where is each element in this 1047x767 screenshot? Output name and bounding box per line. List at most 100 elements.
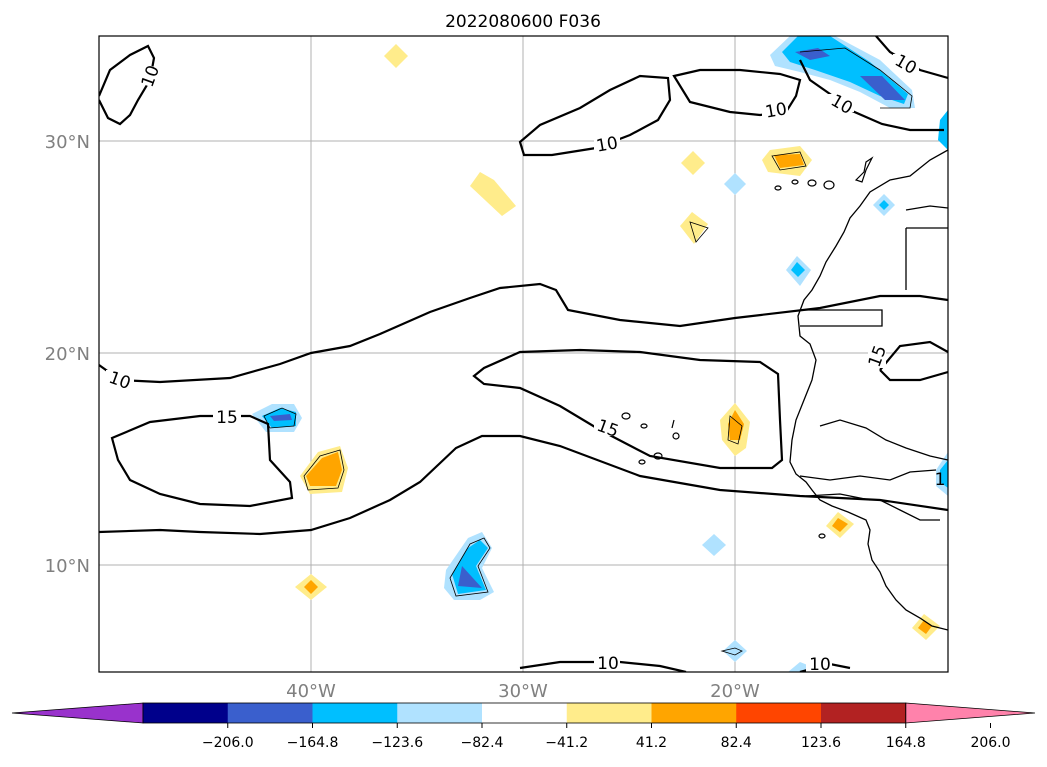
colorbar-swatch	[227, 703, 313, 723]
lat-label: 30°N	[45, 132, 90, 153]
contour-10-north-2	[672, 68, 802, 117]
positive-anomaly-6-core	[306, 452, 342, 486]
negative-anomaly-7	[702, 534, 726, 556]
cabo-verde-1	[621, 412, 631, 420]
colorbar-swatch	[566, 703, 652, 723]
border-1	[800, 309, 883, 327]
outline-2	[303, 449, 345, 491]
canary-island-4	[774, 185, 782, 191]
contour-label: 1	[935, 470, 946, 490]
border-7	[905, 205, 948, 211]
cabo-verde-3	[672, 432, 680, 440]
negative-anomaly-ne-max	[795, 48, 830, 60]
canary-island-2	[807, 179, 817, 187]
negative-anomaly-5-max	[270, 414, 292, 421]
map-content	[99, 36, 948, 672]
negative-anomaly-2	[724, 173, 746, 195]
canary-island-5	[854, 156, 874, 183]
negative-anomaly-ne-max2	[860, 76, 905, 100]
colorbar-swatch	[397, 703, 483, 723]
outline-8	[720, 647, 743, 656]
border-4	[819, 419, 948, 461]
negative-anomaly-8	[723, 640, 747, 662]
contour-15-east	[879, 340, 948, 371]
colorbar-swatch	[482, 703, 568, 723]
contour-label: 10	[809, 655, 831, 675]
coastlines	[789, 149, 948, 631]
contour-label: 10	[595, 133, 620, 156]
negative-anomaly-3-core	[879, 200, 889, 210]
positive-anomaly-3	[470, 172, 516, 216]
contour-15-west	[110, 414, 294, 508]
axis-labels: 40°W 30°W 20°W 30°N 20°N 10°N	[45, 132, 760, 702]
colorbar-tick-label: 82.4	[721, 735, 752, 751]
colorbar-tick-label: −82.4	[461, 735, 504, 751]
colorbar-swatch	[143, 703, 229, 723]
lon-label: 40°W	[286, 681, 336, 702]
canary-island-3	[791, 179, 799, 185]
contour-label: 10	[764, 99, 789, 122]
canary-island-1	[823, 180, 835, 190]
negative-anomaly-6-max	[458, 566, 482, 588]
negative-anomaly-10-core	[940, 460, 948, 488]
contour-label: 10	[597, 654, 619, 674]
contour-15-east-2	[879, 369, 948, 382]
positive-anomaly-5-core	[774, 154, 804, 168]
colorbar-tick-label: 164.8	[886, 735, 926, 751]
colorbar-swatch	[736, 703, 822, 723]
colorbar-outline	[142, 702, 907, 724]
map-frame	[98, 35, 949, 673]
negative-anomaly-4-core	[791, 262, 805, 277]
lat-label: 20°N	[45, 344, 90, 365]
colorbar-tick-label: 206.0	[970, 735, 1010, 751]
contour-label: 15	[216, 408, 238, 428]
colorbar-tick-label: −206.0	[202, 735, 254, 751]
gridlines	[99, 36, 948, 672]
contour-15-central	[472, 348, 784, 470]
lon-label: 30°W	[498, 681, 548, 702]
cabo-verde-6	[671, 419, 675, 429]
contour-10-south	[99, 434, 948, 536]
positive-anomaly-4	[680, 212, 708, 244]
outline-4	[727, 415, 743, 445]
border-5	[799, 469, 937, 481]
anomaly-outlines	[263, 47, 913, 656]
positive-anomaly-2	[681, 151, 705, 175]
outline-3	[449, 537, 491, 597]
outline-7	[799, 47, 913, 109]
colorbar: −206.0 −164.8 −123.6 −82.4 −41.2 41.2 82…	[11, 702, 1036, 751]
colorbar-ticks: −206.0 −164.8 −123.6 −82.4 −41.2 41.2 82…	[202, 735, 1011, 751]
contour-10-central	[99, 282, 948, 384]
colorbar-tick-label: 123.6	[801, 735, 841, 751]
colorbar-tick-label: 41.2	[636, 735, 667, 751]
positive-anomaly-9-core	[832, 518, 848, 532]
colorbar-swatch	[651, 703, 737, 723]
positive-anomaly-1	[384, 44, 408, 68]
cabo-verde-4	[653, 452, 663, 460]
colorbar-swatch	[312, 703, 398, 723]
bijagos-island	[818, 533, 826, 539]
colorbar-tick-label: −123.6	[371, 735, 423, 751]
colorbar-extend-low	[11, 702, 144, 724]
lon-label: 20°W	[710, 681, 760, 702]
map-title: 2022080600 F036	[445, 12, 601, 32]
contour-10-north-1	[518, 74, 672, 157]
colorbar-extend-high	[905, 702, 1036, 724]
outline-5	[771, 151, 807, 171]
outline-6	[689, 221, 709, 243]
lat-label: 10°N	[45, 556, 90, 577]
colorbar-tick-label: −164.8	[287, 735, 339, 751]
cabo-verde-5	[638, 459, 646, 465]
border-8	[879, 499, 940, 521]
africa-coastline	[789, 149, 948, 631]
colorbar-boxes	[11, 702, 1036, 728]
colorbar-tick-label: −41.2	[545, 735, 588, 751]
islands	[621, 156, 874, 539]
outline-1	[263, 407, 297, 429]
filled-anomalies	[252, 36, 948, 672]
cabo-verde-2	[640, 423, 648, 429]
border-6	[805, 493, 871, 501]
positive-anomaly-8-core	[304, 580, 318, 594]
